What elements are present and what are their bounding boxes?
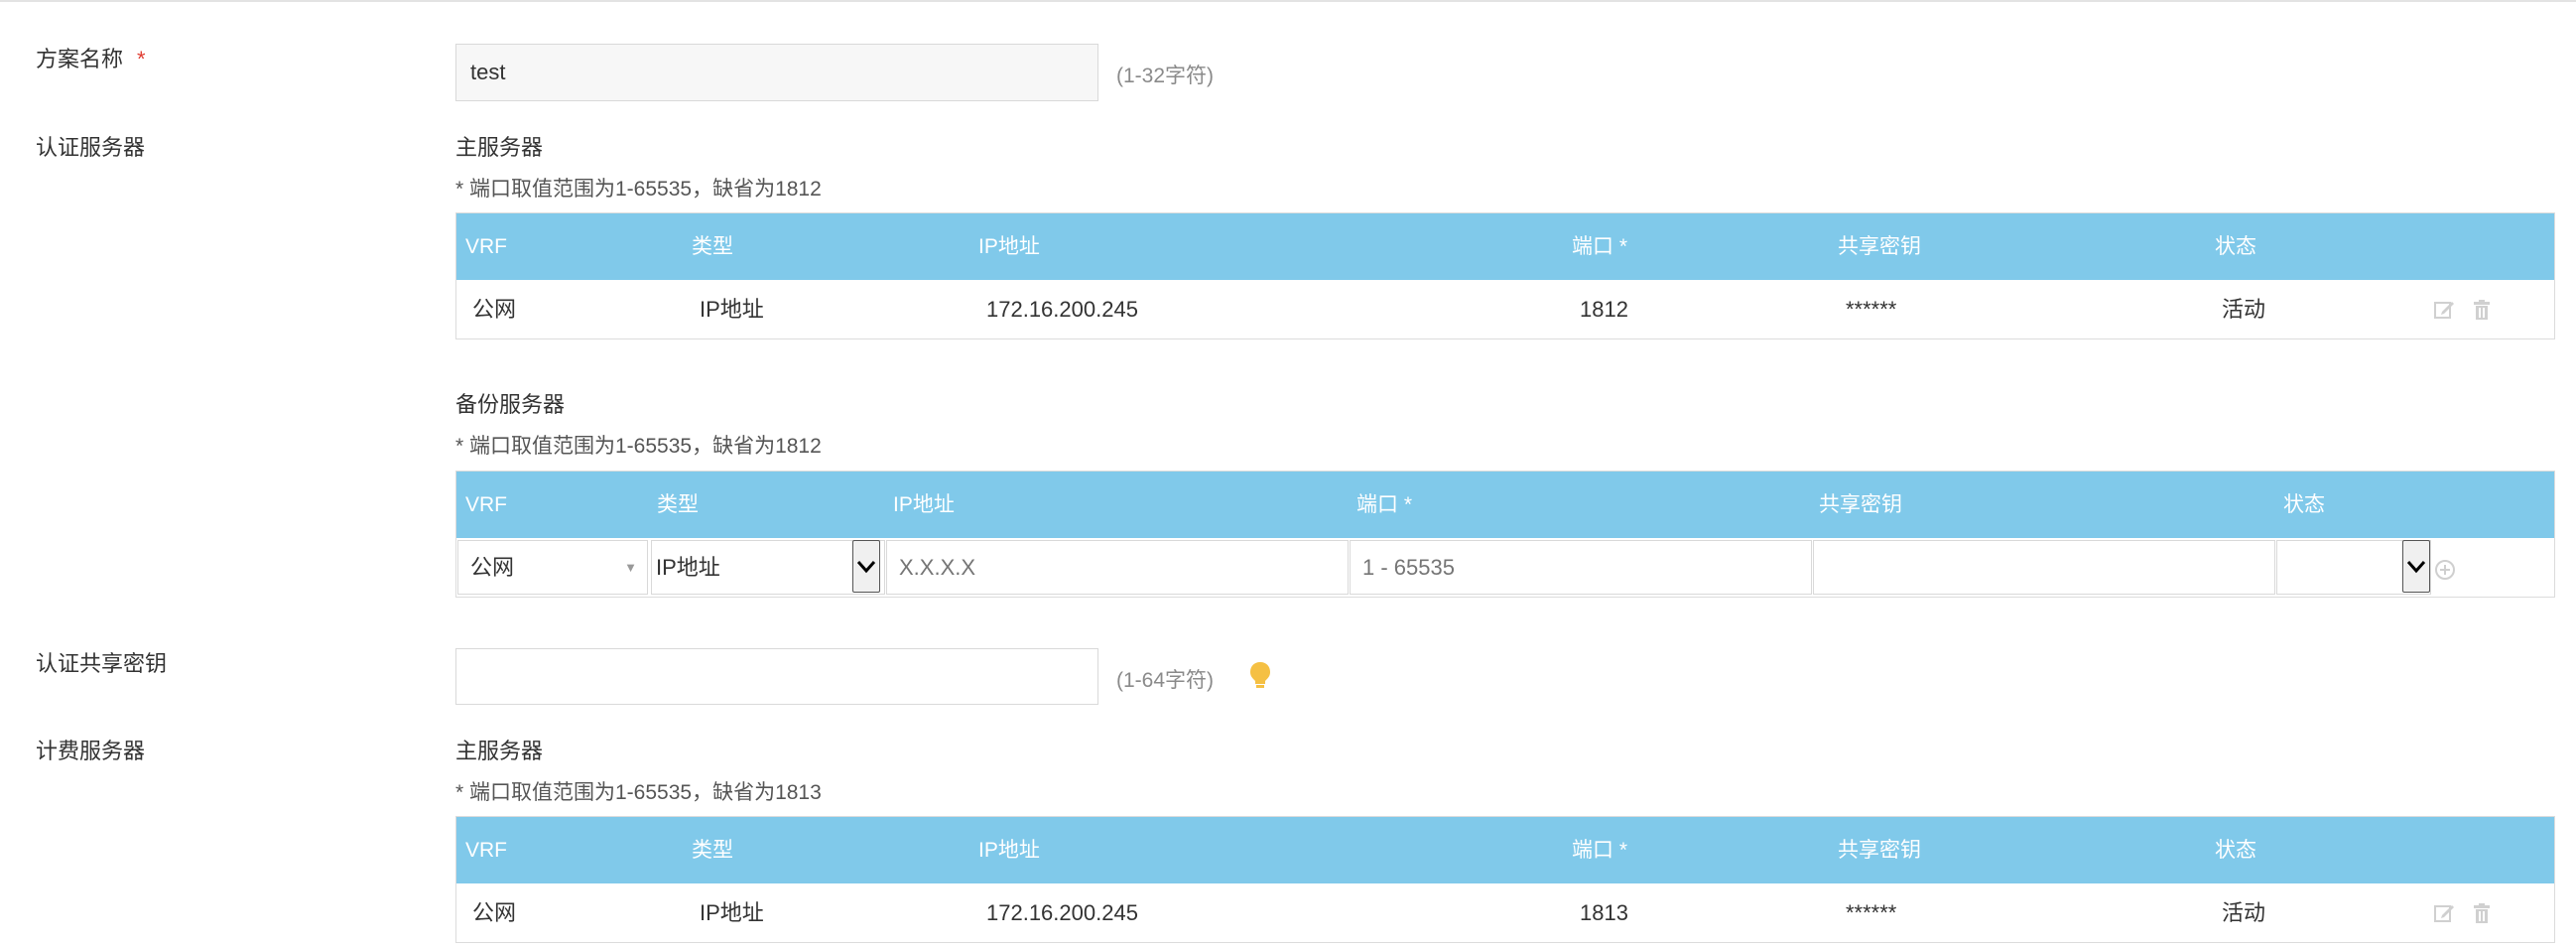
table-header: VRF 类型 IP地址 端口 * 共享密钥 状态 bbox=[456, 472, 2554, 538]
table-row: 公网 IP地址 172.16.200.245 1812 ****** 活动 bbox=[456, 280, 2554, 339]
auth-backup-title: 备份服务器 bbox=[455, 392, 566, 417]
edit-icon[interactable] bbox=[2433, 299, 2455, 321]
edit-icon[interactable] bbox=[2433, 902, 2455, 924]
required-mark: * bbox=[137, 47, 146, 71]
col-vrf: VRF bbox=[465, 235, 507, 258]
table-header: VRF 类型 IP地址 端口 * 共享密钥 状态 bbox=[456, 213, 2554, 280]
shared-key-input[interactable] bbox=[1813, 540, 2275, 595]
scheme-name-label: 方案名称 * bbox=[36, 42, 146, 73]
col-ip: IP地址 bbox=[978, 839, 1040, 862]
auth-backup-table: VRF 类型 IP地址 端口 * 共享密钥 状态 公网 ▼ IP地址 bbox=[455, 471, 2555, 598]
col-type: 类型 bbox=[692, 235, 733, 258]
auth-primary-table: VRF 类型 IP地址 端口 * 共享密钥 状态 公网 IP地址 172.16.… bbox=[455, 212, 2555, 339]
cell-ip: 172.16.200.245 bbox=[986, 297, 1138, 322]
acct-primary-table: VRF 类型 IP地址 端口 * 共享密钥 状态 公网 IP地址 172.16.… bbox=[455, 816, 2555, 943]
cell-key: ****** bbox=[1846, 297, 1897, 322]
col-type: 类型 bbox=[692, 839, 733, 862]
col-port: 端口 * bbox=[1572, 235, 1628, 258]
table-header: VRF 类型 IP地址 端口 * 共享密钥 状态 bbox=[456, 817, 2554, 883]
auth-primary-note: * 端口取值范围为1-65535，缺省为1812 bbox=[455, 178, 822, 201]
col-status: 状态 bbox=[2215, 235, 2256, 258]
col-key: 共享密钥 bbox=[1838, 235, 1921, 258]
acct-primary-title: 主服务器 bbox=[455, 739, 544, 763]
col-vrf: VRF bbox=[465, 493, 507, 516]
col-status: 状态 bbox=[2215, 839, 2256, 862]
caret-down-icon: ▼ bbox=[624, 560, 637, 575]
col-port: 端口 * bbox=[1356, 493, 1413, 516]
scheme-name-label-text: 方案名称 bbox=[36, 47, 124, 71]
status-select-arrow[interactable] bbox=[2402, 540, 2430, 593]
chevron-down-icon bbox=[856, 561, 876, 574]
col-status: 状态 bbox=[2283, 493, 2325, 516]
type-select-arrow[interactable] bbox=[852, 540, 880, 593]
acct-server-label: 计费服务器 bbox=[36, 739, 146, 763]
cell-ip: 172.16.200.245 bbox=[986, 900, 1138, 925]
type-select[interactable]: IP地址 bbox=[651, 540, 885, 595]
auth-backup-note: * 端口取值范围为1-65535，缺省为1812 bbox=[455, 435, 822, 458]
scheme-name-hint: (1-32字符) bbox=[1116, 65, 1215, 87]
cell-port: 1813 bbox=[1580, 900, 1628, 925]
type-select-value: IP地址 bbox=[656, 555, 720, 580]
col-vrf: VRF bbox=[465, 839, 507, 862]
cell-status: 活动 bbox=[2222, 297, 2266, 322]
cell-status: 活动 bbox=[2222, 900, 2266, 925]
auth-key-label: 认证共享密钥 bbox=[36, 651, 168, 676]
vrf-select-value: 公网 bbox=[470, 555, 515, 580]
acct-primary-note: * 端口取值范围为1-65535，缺省为1813 bbox=[455, 781, 822, 804]
vrf-select[interactable]: 公网 ▼ bbox=[457, 540, 648, 595]
cell-type: IP地址 bbox=[700, 900, 764, 925]
col-ip: IP地址 bbox=[893, 493, 955, 516]
scheme-name-input[interactable] bbox=[455, 44, 1098, 101]
cell-key: ****** bbox=[1846, 900, 1897, 925]
col-type: 类型 bbox=[657, 493, 699, 516]
cell-port: 1812 bbox=[1580, 297, 1628, 322]
col-key: 共享密钥 bbox=[1819, 493, 1902, 516]
cell-vrf: 公网 bbox=[472, 900, 517, 925]
add-circle-icon[interactable] bbox=[2434, 559, 2456, 581]
trash-icon[interactable] bbox=[2471, 902, 2493, 924]
col-ip: IP地址 bbox=[978, 235, 1040, 258]
backup-edit-row: 公网 ▼ IP地址 bbox=[456, 538, 2554, 597]
table-row: 公网 IP地址 172.16.200.245 1813 ****** 活动 bbox=[456, 883, 2554, 942]
top-divider bbox=[0, 0, 2576, 2]
trash-icon[interactable] bbox=[2471, 299, 2493, 321]
auth-key-input[interactable] bbox=[455, 648, 1098, 705]
cell-vrf: 公网 bbox=[472, 297, 517, 322]
col-port: 端口 * bbox=[1572, 839, 1628, 862]
col-key: 共享密钥 bbox=[1838, 839, 1921, 862]
chevron-down-icon bbox=[2406, 561, 2426, 574]
lightbulb-icon[interactable] bbox=[1249, 661, 1271, 691]
auth-key-hint: (1-64字符) bbox=[1116, 669, 1215, 692]
port-input[interactable] bbox=[1350, 540, 1812, 595]
cell-type: IP地址 bbox=[700, 297, 764, 322]
auth-primary-title: 主服务器 bbox=[455, 135, 544, 160]
auth-server-label: 认证服务器 bbox=[36, 135, 146, 160]
ip-address-input[interactable] bbox=[886, 540, 1349, 595]
